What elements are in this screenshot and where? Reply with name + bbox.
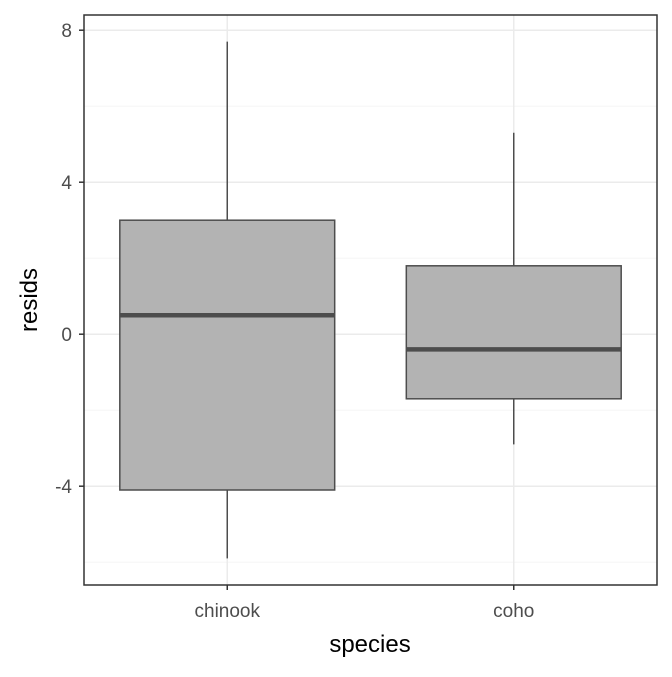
box-coho [405, 265, 622, 400]
y-tick-label: 4 [61, 173, 72, 194]
box-chinook [119, 219, 336, 491]
y-axis-title: resids [16, 268, 43, 332]
axes: -4 0 4 8 chinook coho [55, 21, 534, 622]
boxplot-boxes [119, 41, 622, 559]
panel-border [83, 14, 658, 586]
x-tick-label-coho: coho [493, 601, 534, 622]
y-tick-label: -4 [55, 477, 72, 498]
y-tick-label: 0 [61, 325, 72, 346]
y-tick-label: 8 [61, 21, 72, 42]
x-axis-title: species [329, 631, 410, 658]
x-tick-label-chinook: chinook [195, 601, 261, 622]
